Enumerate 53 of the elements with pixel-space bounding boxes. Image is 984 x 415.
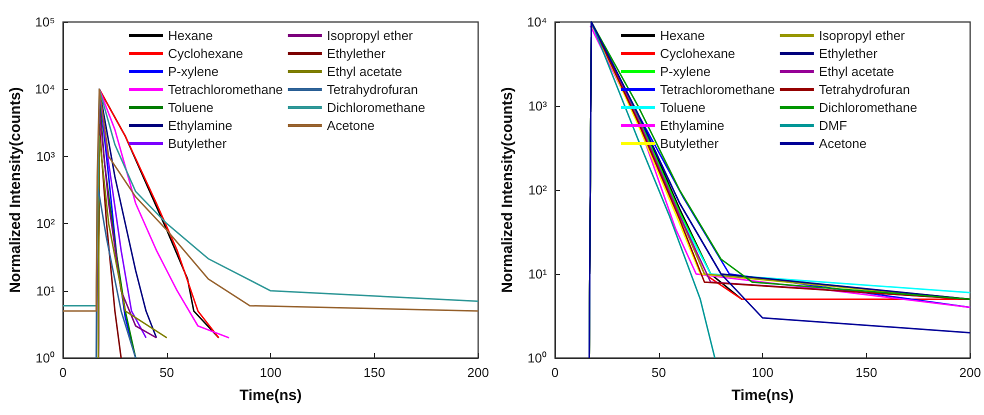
legend-label: Tetrachloromethane: [168, 82, 283, 97]
legend-label: Toluene: [168, 100, 214, 115]
legend-label: Ethylamine: [168, 118, 232, 133]
legend-label: DMF: [818, 118, 848, 133]
x-tick-label: 100: [260, 365, 282, 380]
legend-label: Tetrachloromethane: [660, 82, 775, 97]
legend-label: Ethylether: [818, 46, 878, 61]
x-tick-label: 50: [652, 365, 666, 380]
legend-label: Ethyl acetate: [326, 64, 402, 79]
legend-label: Cyclohexane: [660, 46, 736, 61]
legend-label: Hexane: [168, 28, 213, 43]
x-tick-label: 50: [160, 365, 174, 380]
legend-label: Butylether: [168, 136, 228, 151]
x-tick-label: 200: [959, 365, 982, 380]
x-tick-label: 150: [856, 365, 878, 380]
legend-label: Dichloromethane: [818, 100, 918, 115]
y-tick-label: 10⁴: [34, 82, 55, 97]
legend-label: Butylether: [660, 136, 720, 151]
legend-label: Cyclohexane: [168, 46, 244, 61]
x-tick-label: 0: [59, 365, 67, 380]
legend-label: Ethyl acetate: [818, 64, 894, 79]
legend-label: Hexane: [660, 28, 705, 43]
legend-label: Ethylether: [326, 46, 386, 61]
y-axis-title: Normalized Intensity(counts): [499, 87, 516, 293]
line-series: [98, 135, 168, 359]
legend-label: Acetone: [818, 136, 867, 151]
x-axis-title: Time(ns): [731, 387, 794, 404]
x-tick-label: 150: [364, 365, 386, 380]
y-tick-label: 10¹: [528, 266, 548, 282]
legend-label: Isopropyl ether: [818, 28, 906, 43]
x-axis-title: Time(ns): [239, 387, 302, 404]
legend-label: Isopropyl ether: [326, 28, 414, 43]
legend-label: Tetrahydrofuran: [818, 82, 910, 97]
legend-label: Ethylamine: [660, 118, 724, 133]
legend-label: Dichloromethane: [326, 100, 426, 115]
legend-label: P-xylene: [660, 64, 711, 79]
y-tick-label: 10³: [528, 98, 548, 114]
y-tick-label: 10³: [36, 148, 56, 164]
y-tick-label: 10⁰: [528, 350, 547, 366]
y-tick-label: 10⁵: [35, 14, 55, 30]
y-tick-label: 10²: [528, 182, 548, 198]
y-tick-label: 10⁰: [36, 350, 55, 366]
x-tick-label: 100: [752, 365, 774, 380]
y-axis-title: Normalized Intensity(counts): [7, 87, 24, 293]
y-tick-label: 10⁴: [526, 14, 547, 30]
legend-label: Tetrahydrofuran: [326, 82, 418, 97]
y-tick-label: 10²: [36, 216, 56, 232]
x-tick-label: 200: [467, 365, 490, 380]
y-tick-label: 10¹: [36, 283, 56, 298]
x-tick-label: 0: [551, 365, 559, 380]
legend-label: Acetone: [326, 118, 375, 133]
legend-label: Toluene: [660, 100, 706, 115]
legend-label: P-xylene: [168, 64, 219, 79]
